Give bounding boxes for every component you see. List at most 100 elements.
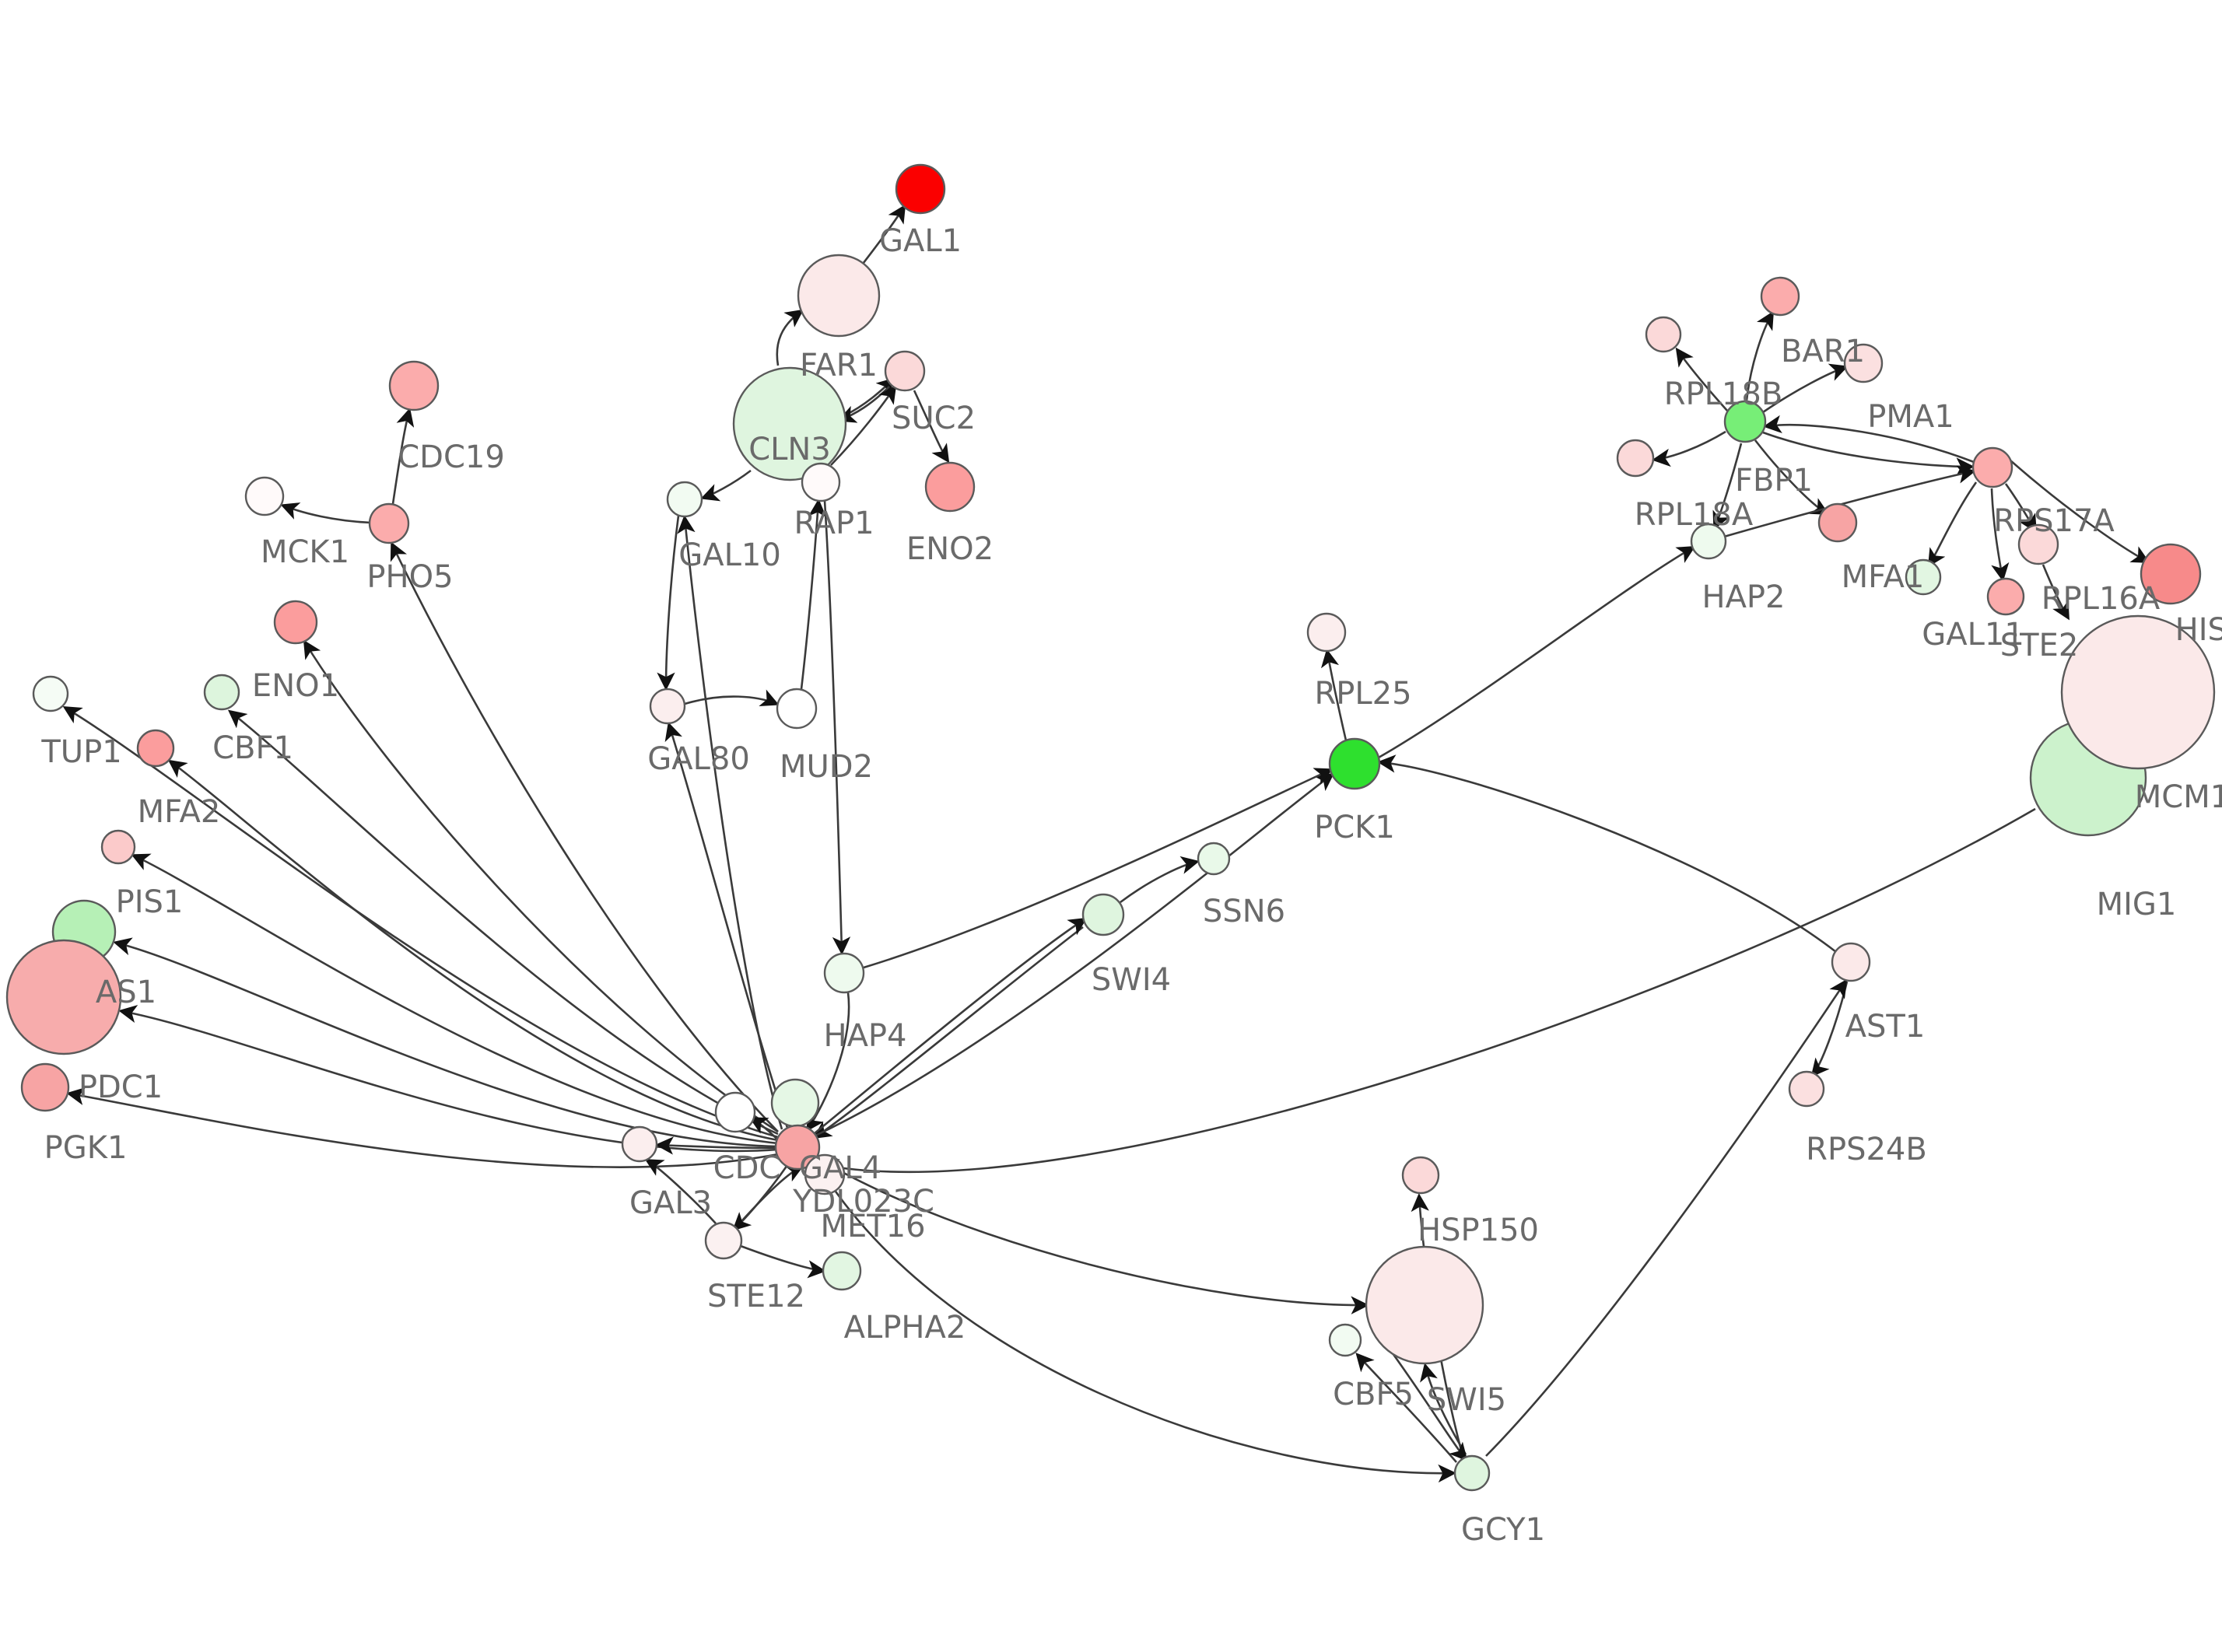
edge-SWI4-to-GAL4 — [812, 926, 1084, 1139]
node-SUC2[interactable] — [884, 350, 926, 392]
edge-GAL4-to-PGK1 — [66, 1087, 779, 1168]
node-CDC[interactable] — [714, 1091, 756, 1133]
node-RPS17A[interactable] — [1971, 446, 2013, 488]
edge-PCK1-to-HAP2 — [1378, 546, 1696, 759]
node-PHO5[interactable] — [368, 502, 410, 544]
node-layer[interactable] — [5, 163, 2216, 1492]
node-PIS1[interactable] — [100, 829, 136, 865]
edge-GAL4-to-PHO5 — [390, 541, 779, 1132]
edge-GAL4-to-PIS1 — [131, 853, 779, 1145]
edge-RAP1-to-SUC2 — [830, 384, 897, 466]
edge-PCK1-to-RPL25 — [1320, 649, 1348, 741]
edge-FBP1-to-MFA1 — [1754, 439, 1830, 515]
node-RPL16A[interactable] — [2017, 523, 2059, 565]
edge-FBP1-to-PMA1 — [1762, 363, 1849, 414]
node-MFA1[interactable] — [1817, 502, 1858, 543]
node-FAR1[interactable] — [797, 254, 881, 338]
node-SSN6[interactable] — [1197, 842, 1231, 876]
edge-STE12-to-GAL3 — [644, 1159, 717, 1224]
edge-GAL4-to-GAL10 — [677, 515, 783, 1130]
edge-RPS17A-to-FBP1 — [1763, 415, 1975, 464]
node-GAL80[interactable] — [649, 688, 686, 725]
edge-GAL4-to-CBF1 — [227, 709, 779, 1136]
edge-GAL4-to-AS1 — [113, 937, 779, 1148]
node-MFA2[interactable] — [136, 729, 175, 768]
node-HIS4[interactable] — [2140, 543, 2202, 605]
edge-GCY1-to-AST1 — [1485, 978, 1848, 1457]
node-ENO1[interactable] — [273, 600, 318, 645]
edge-GAL4-to-SWI5 — [818, 1157, 1369, 1314]
node-MCK1[interactable] — [244, 476, 285, 516]
node-MET16[interactable] — [770, 1078, 820, 1128]
edge-GAL4-to-GAL3 — [655, 1136, 777, 1155]
edge-GAL4-to-SWI4 — [813, 917, 1088, 1136]
edge-FBP1-to-HAP2 — [1712, 443, 1743, 530]
node-STE2[interactable] — [1986, 577, 2025, 616]
edge-STE12-to-ALPHA2 — [740, 1244, 826, 1279]
edge-GAL4-to-STE12 — [732, 1164, 789, 1231]
edge-PHO5-to-CDC19 — [391, 408, 415, 505]
node-HAP4[interactable] — [823, 952, 865, 994]
node-GAL4[interactable] — [774, 1124, 821, 1171]
node-CDC19[interactable] — [388, 360, 440, 411]
node-CLN3[interactable] — [732, 366, 847, 481]
node-PCK1[interactable] — [1328, 737, 1381, 790]
node-GAL10[interactable] — [666, 481, 703, 518]
edge-RAP1-to-HAP4 — [823, 500, 851, 955]
node-GAL1[interactable] — [895, 163, 946, 215]
edge-RPS17A-to-STE2 — [1990, 488, 2010, 582]
node-RAP1[interactable] — [801, 462, 841, 502]
edge-MUD2-to-RAP1 — [800, 499, 827, 690]
node-SWI4[interactable] — [1081, 893, 1125, 936]
node-GAL3[interactable] — [621, 1125, 658, 1163]
edge-PHO5-to-MCK1 — [280, 502, 372, 524]
edge-RPS17A-to-GAL11 — [1927, 481, 1978, 568]
edge-FAR1-to-GAL1 — [859, 204, 906, 268]
node-STE12[interactable] — [704, 1221, 743, 1260]
node-PMA1[interactable] — [1843, 343, 1884, 383]
edge-GAL80-to-MUD2 — [684, 689, 780, 706]
node-HAP2[interactable] — [1690, 523, 1727, 560]
node-RPL25[interactable] — [1306, 612, 1347, 653]
edge-GCY1-to-CBF5 — [1355, 1353, 1457, 1463]
edge-RPS17A-to-HIS4 — [2010, 460, 2150, 563]
edge-GAL4-to-GAL80 — [664, 722, 789, 1129]
node-RPS24B[interactable] — [1788, 1070, 1825, 1108]
edge-GAL4-to-PDC1 — [118, 1005, 779, 1153]
node-CBF5[interactable] — [1328, 1323, 1362, 1357]
node-SWI5[interactable] — [1365, 1245, 1484, 1365]
edge-SWI5-to-GCY1 — [1391, 1353, 1468, 1461]
edge-AST1-to-PCK1 — [1377, 754, 1837, 954]
node-RPL18A[interactable] — [1616, 439, 1655, 478]
node-PGK1[interactable] — [20, 1062, 70, 1112]
edge-GAL4-to-GCY1 — [814, 1160, 1456, 1483]
node-MCM1[interactable] — [2060, 614, 2216, 770]
edge-layer — [62, 204, 2150, 1483]
node-YDL023C[interactable] — [804, 1153, 846, 1195]
node-ALPHA2[interactable] — [822, 1251, 862, 1291]
edge-SUC2-to-ENO2 — [913, 390, 950, 464]
node-CBF1[interactable] — [203, 674, 240, 711]
edge-GAL4-to-ENO1 — [303, 639, 779, 1133]
node-FBP1[interactable] — [1723, 400, 1767, 443]
node-GCY1[interactable] — [1453, 1454, 1491, 1492]
edge-FBP1-to-RPS17A — [1762, 431, 1975, 476]
edge-HAP2-to-RPS17A — [1723, 465, 1976, 538]
edge-HAP4-to-PCK1 — [863, 768, 1334, 969]
node-ENO2[interactable] — [924, 461, 976, 513]
node-AST1[interactable] — [1831, 942, 1871, 982]
edge-CLN3-to-FAR1 — [776, 309, 804, 366]
node-GAL11[interactable] — [1905, 558, 1942, 596]
edge-RPL16A-to-MCM1 — [2042, 564, 2070, 621]
node-TUP1[interactable] — [32, 675, 69, 712]
edge-FBP1-to-RPL18B — [1675, 347, 1728, 411]
node-PDC1[interactable] — [5, 939, 122, 1055]
node-RPL18B[interactable] — [1645, 316, 1682, 353]
edge-GAL10-to-GAL80 — [657, 515, 680, 691]
node-MUD2[interactable] — [776, 688, 818, 730]
node-BAR1[interactable] — [1760, 276, 1800, 317]
edge-AST1-to-RPS24B — [1810, 981, 1849, 1077]
node-HSP150[interactable] — [1401, 1156, 1440, 1195]
